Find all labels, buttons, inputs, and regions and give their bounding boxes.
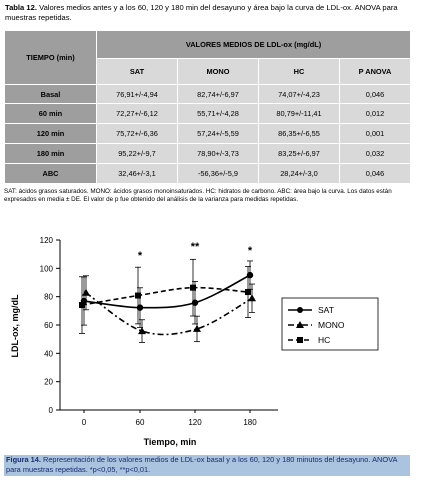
row-label: 60 min	[4, 103, 97, 124]
table-cell: 28,24+/-3,0	[258, 163, 340, 184]
table-cell: 75,72+/-6,36	[96, 123, 178, 144]
table-cell: 0,001	[338, 123, 412, 144]
y-tick-label: 120	[40, 236, 54, 245]
data-point-mono	[248, 294, 256, 302]
ldl-line-chart: LDL-ox, mg/dL Tiempo, min 0 20 40 60 80 100 12…	[10, 236, 379, 447]
series-line-sat	[83, 274, 251, 309]
table-row: 120 min 75,72+/-6,36 57,24+/-5,59 86,35+…	[4, 123, 412, 144]
table-cell: 74,07+/-4,23	[258, 84, 340, 104]
legend-marker	[297, 337, 303, 343]
y-tick-label: 40	[44, 349, 53, 358]
column-header: HC	[258, 58, 340, 85]
table-row: Basal 76,91+/-4,94 82,74+/-6,97 74,07+/-…	[4, 84, 412, 104]
significance-marker: **	[191, 241, 200, 253]
legend-label: MONO	[318, 320, 345, 330]
legend-marker	[297, 307, 303, 313]
legend-label: HC	[318, 335, 330, 345]
row-label: Basal	[4, 84, 97, 104]
data-point-hc	[190, 284, 196, 291]
table-cell: 0,012	[338, 103, 412, 124]
table-cell: 55,71+/-4,28	[177, 103, 259, 124]
figure-caption-text: Representación de los valores medios de …	[6, 455, 397, 474]
column-header: P ANOVA	[338, 58, 412, 85]
table-cell: 0,046	[338, 163, 412, 184]
data-point-hc	[79, 302, 85, 309]
x-axis-label: Tiempo, min	[144, 437, 197, 447]
x-tick-label: 60	[136, 418, 145, 427]
data-point-hc	[135, 292, 141, 299]
data-point-mono	[193, 324, 201, 332]
y-tick-label: 80	[44, 293, 53, 302]
group-header: VALORES MEDIOS DE LDL-ox (mg/dL)	[95, 30, 412, 59]
table-cell: 57,24+/-5,59	[177, 123, 259, 144]
data-point-mono	[82, 288, 90, 296]
ldl-table: TIEMPO (min) VALORES MEDIOS DE LDL-ox (m…	[4, 30, 412, 184]
table-cell: 86,35+/-6,55	[258, 123, 340, 144]
column-header: MONO	[177, 58, 259, 85]
table-row: ABC 32,46+/-3,1 -56,36+/-5,9 28,24+/-3,0…	[4, 163, 412, 184]
table-cell: 72,27+/-6,12	[96, 103, 178, 124]
table-cell: 76,91+/-4,94	[96, 84, 178, 104]
x-tick-label: 180	[243, 418, 257, 427]
figure-caption-label: Figura 14.	[6, 455, 41, 464]
table-row: 60 min 72,27+/-6,12 55,71+/-4,28 80,79+/…	[4, 103, 412, 124]
table-cell: -56,36+/-5,9	[177, 163, 259, 184]
table-cell: 0,046	[338, 84, 412, 104]
table-cell: 82,74+/-6,97	[177, 84, 259, 104]
table-row: 180 min 95,22+/-9,7 78,90+/-3,73 83,25+/…	[4, 143, 412, 164]
y-tick-label: 100	[40, 264, 54, 273]
y-tick-label: 0	[49, 406, 54, 415]
table-caption-text: Valores medios antes y a los 60, 120 y 1…	[5, 3, 398, 22]
y-tick-label: 20	[44, 378, 53, 387]
row-label: 180 min	[4, 143, 97, 164]
table-cell: 83,25+/-6,97	[258, 143, 340, 164]
significance-marker: *	[248, 245, 253, 257]
legend-marker	[296, 321, 304, 328]
y-axis-label: LDL-ox, mg/dL	[10, 294, 20, 357]
data-point-mono	[138, 327, 146, 335]
legend-label: SAT	[318, 305, 334, 315]
row-label: ABC	[4, 163, 97, 184]
figure-caption: Figura 14. Representación de los valores…	[4, 455, 410, 476]
column-header: SAT	[96, 58, 178, 85]
row-header: TIEMPO (min)	[4, 30, 97, 85]
y-tick-label: 60	[44, 321, 53, 330]
series-line-mono	[85, 292, 253, 336]
table-cell: 95,22+/-9,7	[96, 143, 178, 164]
table-caption: Tabla 12. Valores medios antes y a los 6…	[5, 3, 419, 23]
table-cell: 32,46+/-3,1	[96, 163, 178, 184]
x-tick-label: 120	[188, 418, 202, 427]
row-label: 120 min	[4, 123, 97, 144]
significance-marker: *	[138, 250, 143, 262]
data-point-hc	[245, 289, 251, 296]
table-cell: 78,90+/-3,73	[177, 143, 259, 164]
table-caption-label: Tabla 12.	[5, 3, 37, 12]
x-tick-label: 0	[82, 418, 87, 427]
table-cell: 80,79+/-11,41	[258, 103, 340, 124]
table-cell: 0,032	[338, 143, 412, 164]
series-line-hc	[81, 286, 249, 306]
table-note: SAT: ácidos grasos saturados. MONO: ácid…	[4, 188, 392, 203]
